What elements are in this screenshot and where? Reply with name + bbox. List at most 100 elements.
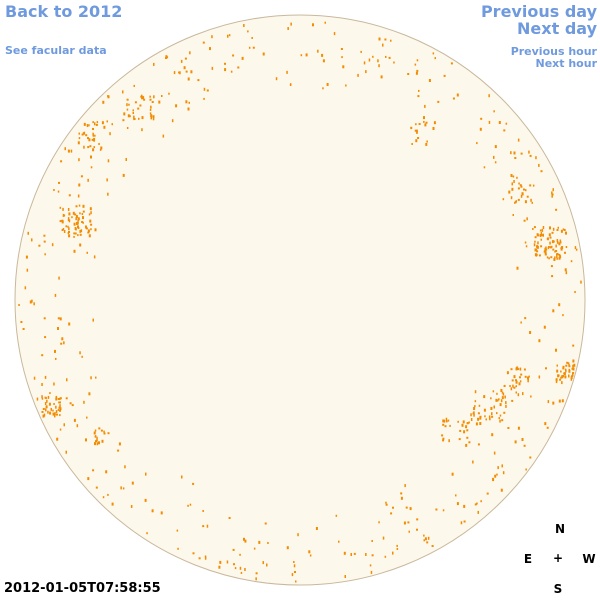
facula	[77, 225, 79, 229]
facula	[556, 255, 558, 259]
facula	[89, 145, 92, 148]
facula	[500, 488, 503, 492]
facula	[68, 231, 70, 233]
facula	[187, 77, 190, 81]
facula	[117, 449, 120, 452]
compass-center: +	[552, 551, 564, 565]
facula	[85, 225, 87, 229]
facula	[137, 107, 140, 110]
next-day-link[interactable]: Next day	[517, 19, 597, 38]
facula	[239, 553, 241, 556]
facula	[43, 234, 46, 237]
facula	[544, 253, 547, 256]
facula	[416, 528, 418, 531]
facula	[545, 248, 548, 251]
facula	[556, 364, 558, 367]
facula	[556, 253, 558, 256]
facula	[473, 413, 475, 417]
facula	[538, 163, 540, 167]
previous-hour-link[interactable]: Previous hour	[510, 45, 597, 58]
facula	[466, 436, 469, 439]
facula	[61, 229, 64, 231]
facula	[559, 378, 562, 381]
facula	[416, 518, 419, 521]
facula	[81, 133, 84, 136]
facula	[251, 37, 253, 39]
facular-link[interactable]: See facular data	[5, 44, 107, 57]
facula	[511, 399, 514, 402]
facula	[266, 563, 268, 567]
facula	[533, 226, 536, 229]
facula	[275, 77, 278, 81]
facula	[551, 191, 553, 195]
facula	[476, 502, 478, 505]
facula	[535, 156, 537, 160]
facula	[120, 486, 122, 490]
facula	[525, 189, 527, 192]
facula	[82, 216, 84, 220]
facula	[537, 241, 539, 245]
facula	[262, 561, 264, 565]
facula	[551, 231, 554, 234]
facula	[48, 402, 51, 406]
facula	[392, 551, 394, 555]
facula	[73, 418, 76, 422]
facula	[80, 229, 83, 233]
facula	[426, 140, 428, 143]
facula	[44, 253, 46, 256]
facula	[519, 367, 522, 371]
facula	[227, 34, 229, 38]
facula	[485, 418, 487, 421]
facula	[209, 47, 211, 51]
facula	[544, 247, 547, 251]
facula	[568, 363, 570, 366]
facula	[449, 424, 451, 427]
facula	[559, 255, 562, 259]
facula	[44, 336, 47, 339]
facula	[90, 376, 92, 380]
facula	[77, 141, 80, 145]
facula	[73, 235, 75, 238]
next-hour-link[interactable]: Next hour	[535, 57, 598, 70]
facula	[237, 66, 240, 69]
facula	[297, 533, 299, 537]
facula	[479, 416, 482, 420]
facula	[534, 236, 537, 239]
facula	[568, 368, 570, 372]
previous-day-link[interactable]: Previous day	[480, 2, 597, 21]
facula	[417, 137, 420, 139]
facula	[59, 409, 61, 412]
facula	[294, 571, 296, 573]
facula	[55, 357, 57, 360]
facula	[101, 121, 104, 125]
facula	[146, 532, 148, 535]
facula	[90, 166, 93, 169]
facula	[95, 123, 98, 126]
facula	[132, 109, 134, 112]
facula	[544, 250, 547, 253]
facula	[293, 564, 296, 568]
facula	[65, 225, 67, 228]
facula	[517, 187, 520, 190]
facula	[126, 108, 129, 111]
facula	[490, 397, 492, 400]
facula	[67, 219, 70, 221]
facula	[78, 183, 81, 187]
facula	[441, 434, 444, 437]
facula	[149, 112, 152, 115]
facula	[498, 417, 500, 420]
facula	[505, 401, 507, 405]
facula	[385, 503, 388, 506]
facula	[253, 547, 256, 550]
facula	[477, 412, 480, 415]
facula	[491, 412, 493, 416]
facula	[85, 438, 87, 442]
facula	[519, 184, 522, 187]
facula	[562, 367, 565, 370]
facula	[428, 79, 431, 82]
facula	[42, 414, 45, 418]
facula	[161, 95, 163, 97]
back-link[interactable]: Back to 2012	[5, 2, 123, 21]
facula	[561, 381, 563, 385]
